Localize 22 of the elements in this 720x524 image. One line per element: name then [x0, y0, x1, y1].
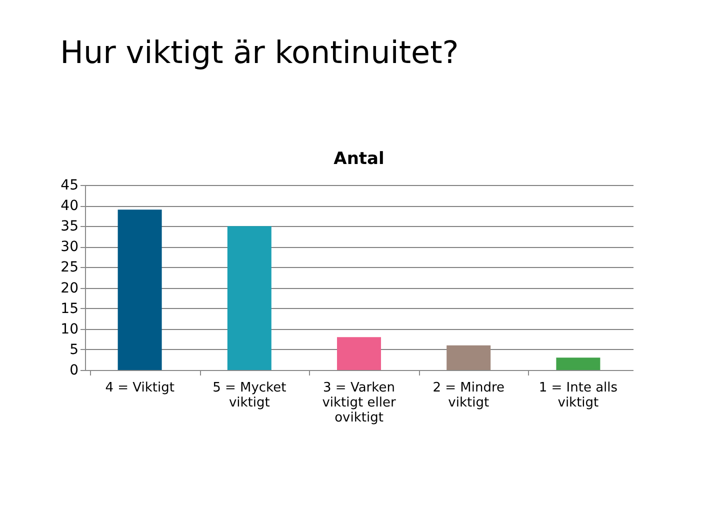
bar: [446, 345, 491, 370]
chart-subtitle: Antal: [334, 149, 384, 169]
y-tick-label: 40: [60, 198, 78, 214]
y-tick-label: 45: [60, 178, 78, 194]
y-tick-label: 35: [60, 218, 78, 235]
bar: [337, 337, 381, 370]
y-tick-label: 25: [60, 260, 78, 276]
bar: [118, 210, 162, 370]
bar: [227, 226, 272, 370]
x-tick-label: 3 = Varken viktigt eller oviktigt: [322, 380, 396, 426]
x-tick-label: 5 = Mycket viktigt: [212, 380, 286, 410]
x-tick-label: 4 = Viktigt: [105, 380, 174, 396]
y-tick-label: 10: [60, 321, 78, 338]
x-tick-label: 1 = Inte alls viktigt: [538, 380, 618, 410]
y-tick-label: 5: [70, 342, 78, 358]
bar: [556, 358, 600, 370]
y-tick-label: 15: [60, 300, 78, 317]
y-tick-label: 30: [60, 239, 78, 256]
y-tick-label: 20: [60, 280, 78, 296]
x-tick-label: 2 = Mindre viktigt: [432, 380, 505, 410]
y-tick-label: 0: [70, 362, 78, 378]
chart-title: Hur viktigt är kontinuitet?: [60, 35, 459, 71]
